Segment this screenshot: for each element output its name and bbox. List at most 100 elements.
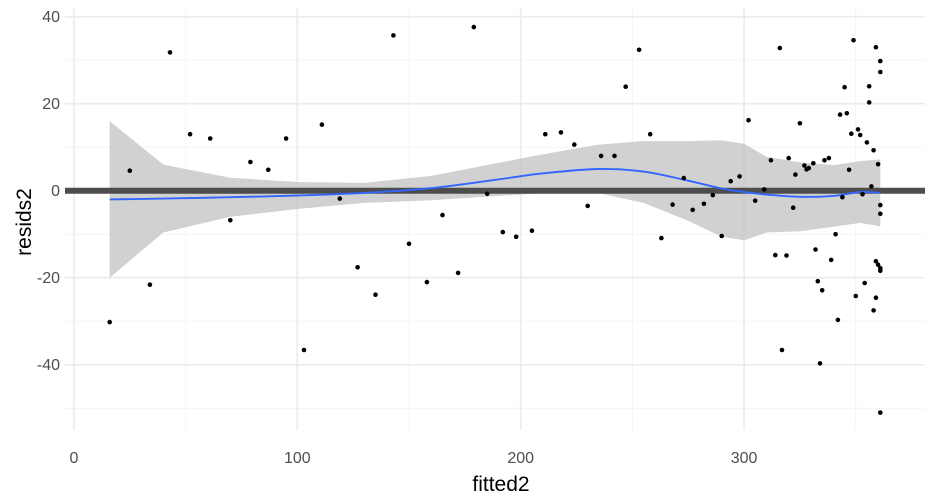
data-point: [878, 410, 883, 415]
y-axis-tick-labels: -40 -20 0 20 40: [37, 9, 60, 374]
data-point: [866, 100, 872, 105]
data-point: [786, 155, 791, 161]
data-point: [869, 184, 874, 189]
data-point: [761, 187, 767, 192]
data-point: [228, 218, 233, 223]
data-point: [543, 131, 548, 137]
data-point: [878, 69, 883, 75]
x-tick-label: 200: [507, 450, 534, 467]
data-point: [728, 178, 733, 184]
x-tick-label: 0: [69, 450, 78, 467]
data-point: [793, 172, 798, 177]
data-point: [659, 235, 664, 241]
y-tick-label: 40: [42, 9, 60, 26]
data-point: [875, 161, 881, 167]
data-point: [860, 191, 865, 197]
data-point: [828, 257, 834, 263]
data-point: [857, 132, 863, 138]
data-point: [813, 247, 818, 252]
data-point: [391, 33, 396, 38]
data-point: [373, 292, 378, 298]
data-point: [266, 167, 271, 173]
data-point: [500, 229, 506, 235]
data-point: [719, 233, 724, 239]
data-point: [822, 158, 827, 163]
data-point: [844, 111, 850, 116]
data-point: [752, 198, 758, 203]
data-point: [842, 84, 847, 90]
data-point: [187, 131, 193, 137]
data-point: [802, 163, 807, 168]
data-point: [484, 191, 490, 197]
data-point: [846, 167, 852, 173]
data-point: [815, 278, 821, 284]
data-point: [623, 84, 628, 89]
data-point: [440, 212, 445, 218]
data-point: [681, 175, 687, 181]
data-point: [862, 280, 867, 286]
data-point: [248, 159, 253, 165]
smooth-trend-line: [109, 167, 881, 201]
data-point: [837, 112, 843, 117]
data-point: [455, 270, 461, 276]
data-point: [811, 161, 816, 166]
data-point: [690, 207, 695, 213]
x-tick-label: 100: [284, 450, 311, 467]
data-point: [572, 142, 577, 147]
data-point: [513, 234, 519, 240]
x-axis-tick-labels: 0 100 200 300: [69, 450, 757, 467]
x-axis-title: fitted2: [472, 473, 529, 496]
data-point: [873, 258, 879, 264]
data-point: [147, 282, 153, 288]
data-point: [424, 279, 430, 285]
data-point: [337, 196, 343, 201]
data-point: [471, 24, 477, 30]
data-point: [612, 153, 617, 159]
data-point: [835, 317, 841, 323]
residual-points: [107, 24, 883, 415]
data-point: [833, 231, 838, 237]
data-point: [878, 265, 883, 271]
data-point: [319, 122, 325, 127]
data-point: [878, 211, 883, 217]
data-point: [107, 319, 112, 325]
data-point: [797, 121, 803, 126]
data-point: [878, 202, 883, 208]
y-tick-label: -40: [37, 357, 60, 374]
y-tick-label: 20: [42, 96, 60, 113]
data-point: [849, 131, 854, 136]
data-point: [826, 155, 832, 161]
data-point: [636, 47, 642, 53]
smooth-confidence-band: [109, 121, 881, 278]
data-point: [207, 136, 213, 141]
y-axis-title: resids2: [13, 188, 36, 256]
data-point: [558, 130, 564, 135]
data-point: [853, 293, 859, 299]
data-point: [670, 202, 675, 207]
data-point: [779, 347, 785, 353]
data-point: [817, 361, 823, 366]
x-tick-label: 300: [731, 450, 758, 467]
data-point: [777, 45, 783, 51]
data-point: [355, 265, 360, 270]
data-point: [790, 205, 796, 210]
data-point: [127, 168, 133, 173]
data-point: [647, 131, 653, 137]
data-point: [873, 295, 879, 301]
data-point: [864, 140, 870, 145]
minor-gridlines: [65, 8, 925, 430]
data-point: [301, 347, 307, 353]
data-point: [529, 228, 535, 233]
data-point: [598, 153, 604, 159]
data-point: [737, 174, 742, 179]
data-point: [855, 127, 861, 132]
data-point: [840, 194, 845, 200]
data-point: [866, 84, 872, 89]
data-point: [784, 253, 789, 258]
data-point: [283, 136, 289, 141]
data-point: [819, 288, 825, 293]
data-point: [871, 148, 876, 153]
data-point: [167, 50, 173, 55]
data-point: [875, 262, 881, 268]
